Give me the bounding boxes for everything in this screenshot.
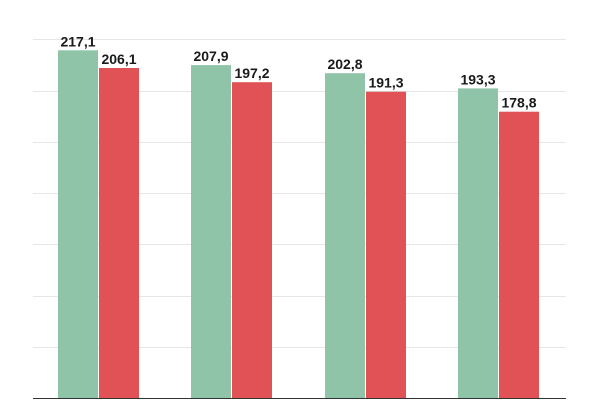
bar-series2-group2 <box>232 82 272 398</box>
bar-series2-group1 <box>99 68 139 398</box>
bar-series1-group2 <box>191 65 231 398</box>
data-label-series2-group1: 206,1 <box>101 51 136 67</box>
bar-series1-group3 <box>325 73 365 398</box>
data-label-series1-group1: 217,1 <box>60 33 95 49</box>
bar-series2-group4 <box>499 111 539 398</box>
bar-series1-group4 <box>458 88 498 399</box>
bar-series2-group3 <box>366 91 406 398</box>
data-label-series2-group3: 191,3 <box>368 75 403 91</box>
data-label-series1-group3: 202,8 <box>327 56 362 72</box>
chart-data-labels: 217,1 207,9 202,8 193,3 206,1 197,2 191,3 178,8 <box>60 33 536 110</box>
data-label-series1-group4: 193,3 <box>460 71 495 87</box>
chart-bars <box>58 50 539 399</box>
data-label-series2-group2: 197,2 <box>234 65 269 81</box>
data-label-series1-group2: 207,9 <box>193 48 228 64</box>
data-label-series2-group4: 178,8 <box>501 95 536 111</box>
bar-series1-group1 <box>58 50 98 399</box>
